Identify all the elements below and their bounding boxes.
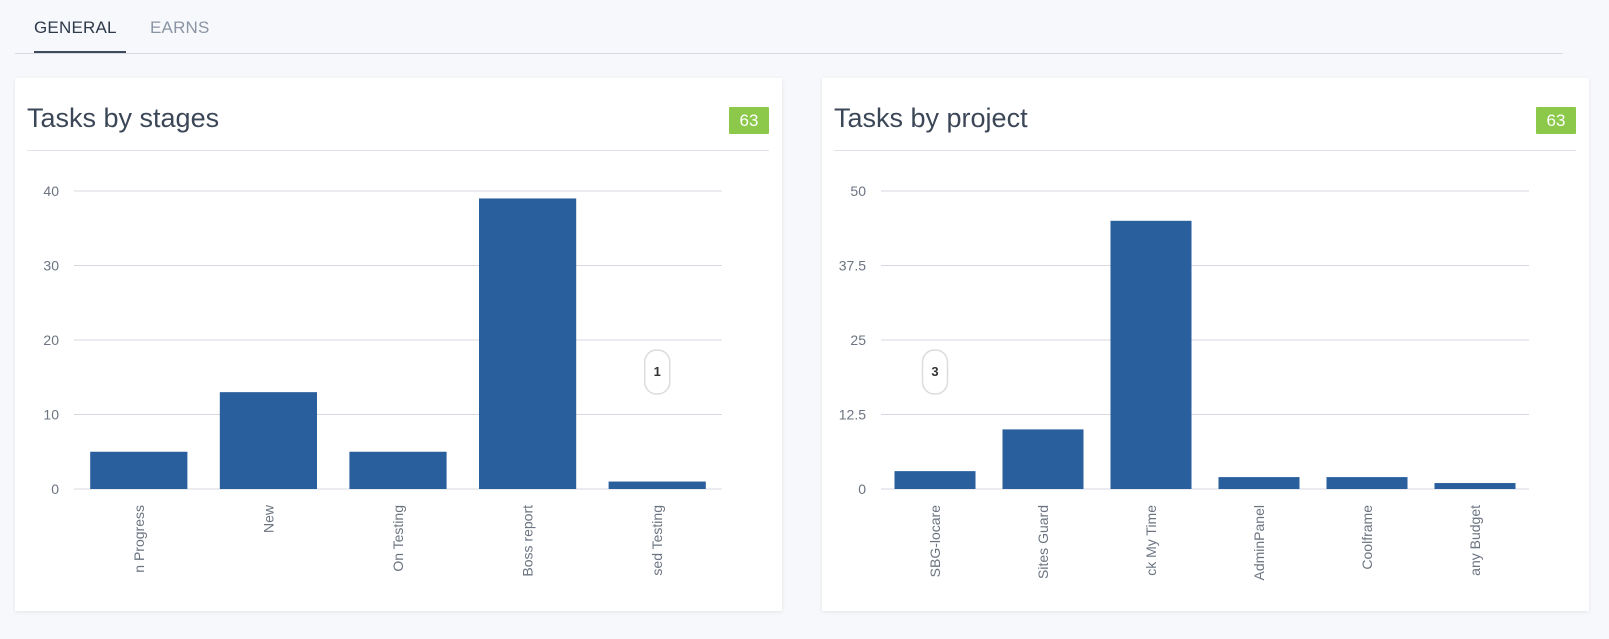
count-badge: 63 bbox=[729, 107, 769, 134]
x-category-label: sed Testing bbox=[649, 505, 665, 576]
bar[interactable] bbox=[1326, 477, 1408, 489]
x-category-label: Sites Guard bbox=[1035, 505, 1051, 579]
card-title: Tasks by project bbox=[834, 103, 1028, 133]
x-category-label: AdminPanel bbox=[1251, 505, 1267, 581]
tooltip-bubble bbox=[643, 349, 671, 395]
bar[interactable] bbox=[1002, 429, 1084, 489]
tooltip-value: 3 bbox=[931, 364, 938, 379]
divider bbox=[27, 150, 769, 151]
tab-earns[interactable]: EARNS bbox=[150, 18, 210, 37]
y-tick-label: 0 bbox=[51, 481, 59, 497]
x-category-label: ck My Time bbox=[1143, 505, 1159, 576]
bar[interactable] bbox=[1110, 220, 1192, 490]
y-tick-label: 0 bbox=[858, 481, 866, 497]
y-tick-label: 50 bbox=[850, 183, 866, 199]
y-tick-label: 40 bbox=[43, 183, 59, 199]
tooltip-bubble bbox=[921, 349, 949, 395]
x-category-label: n Progress bbox=[131, 505, 147, 573]
tasks-by-project-card: Tasks by project 63 0 12.5 25 37.5 50 SBG-loc… bbox=[822, 78, 1589, 611]
count-badge: 63 bbox=[1536, 107, 1576, 134]
project-bar-chart: 0 12.5 25 37.5 50 SBG-locare Sites Guard ck My … bbox=[839, 183, 1529, 581]
x-category-label: New bbox=[260, 504, 276, 533]
bar[interactable] bbox=[479, 198, 577, 489]
stages-bar-chart: 0 10 20 30 40 n Progress New On Testing Boss rep… bbox=[43, 183, 722, 577]
tooltip-value: 1 bbox=[654, 364, 661, 379]
bar[interactable] bbox=[219, 392, 317, 489]
y-tick-label: 20 bbox=[43, 332, 59, 348]
bar[interactable] bbox=[1434, 483, 1516, 489]
bar[interactable] bbox=[608, 481, 706, 489]
tab-bar: GENERAL EARNS bbox=[15, 0, 1563, 54]
value-tooltip: 1 bbox=[643, 349, 671, 395]
value-tooltip: 3 bbox=[921, 349, 949, 395]
y-tick-label: 10 bbox=[43, 407, 59, 423]
x-category-label: Boss report bbox=[520, 505, 536, 577]
tasks-by-stages-card: Tasks by stages 63 0 10 20 30 40 n Progress Ne… bbox=[15, 78, 782, 611]
bar[interactable] bbox=[1218, 477, 1300, 489]
y-tick-label: 25 bbox=[850, 332, 866, 348]
divider bbox=[834, 150, 1576, 151]
bar[interactable] bbox=[90, 451, 188, 489]
bar[interactable] bbox=[894, 471, 976, 489]
card-title: Tasks by stages bbox=[27, 103, 220, 133]
x-category-label: On Testing bbox=[390, 505, 406, 572]
x-category-label: any Budget bbox=[1467, 505, 1483, 576]
x-category-label: SBG-locare bbox=[927, 505, 943, 578]
y-tick-label: 37.5 bbox=[839, 258, 866, 274]
x-category-label: Coolframe bbox=[1359, 505, 1375, 570]
y-tick-label: 30 bbox=[43, 258, 59, 274]
bar[interactable] bbox=[349, 451, 447, 489]
tab-general[interactable]: GENERAL bbox=[34, 18, 126, 53]
y-tick-label: 12.5 bbox=[839, 407, 866, 423]
